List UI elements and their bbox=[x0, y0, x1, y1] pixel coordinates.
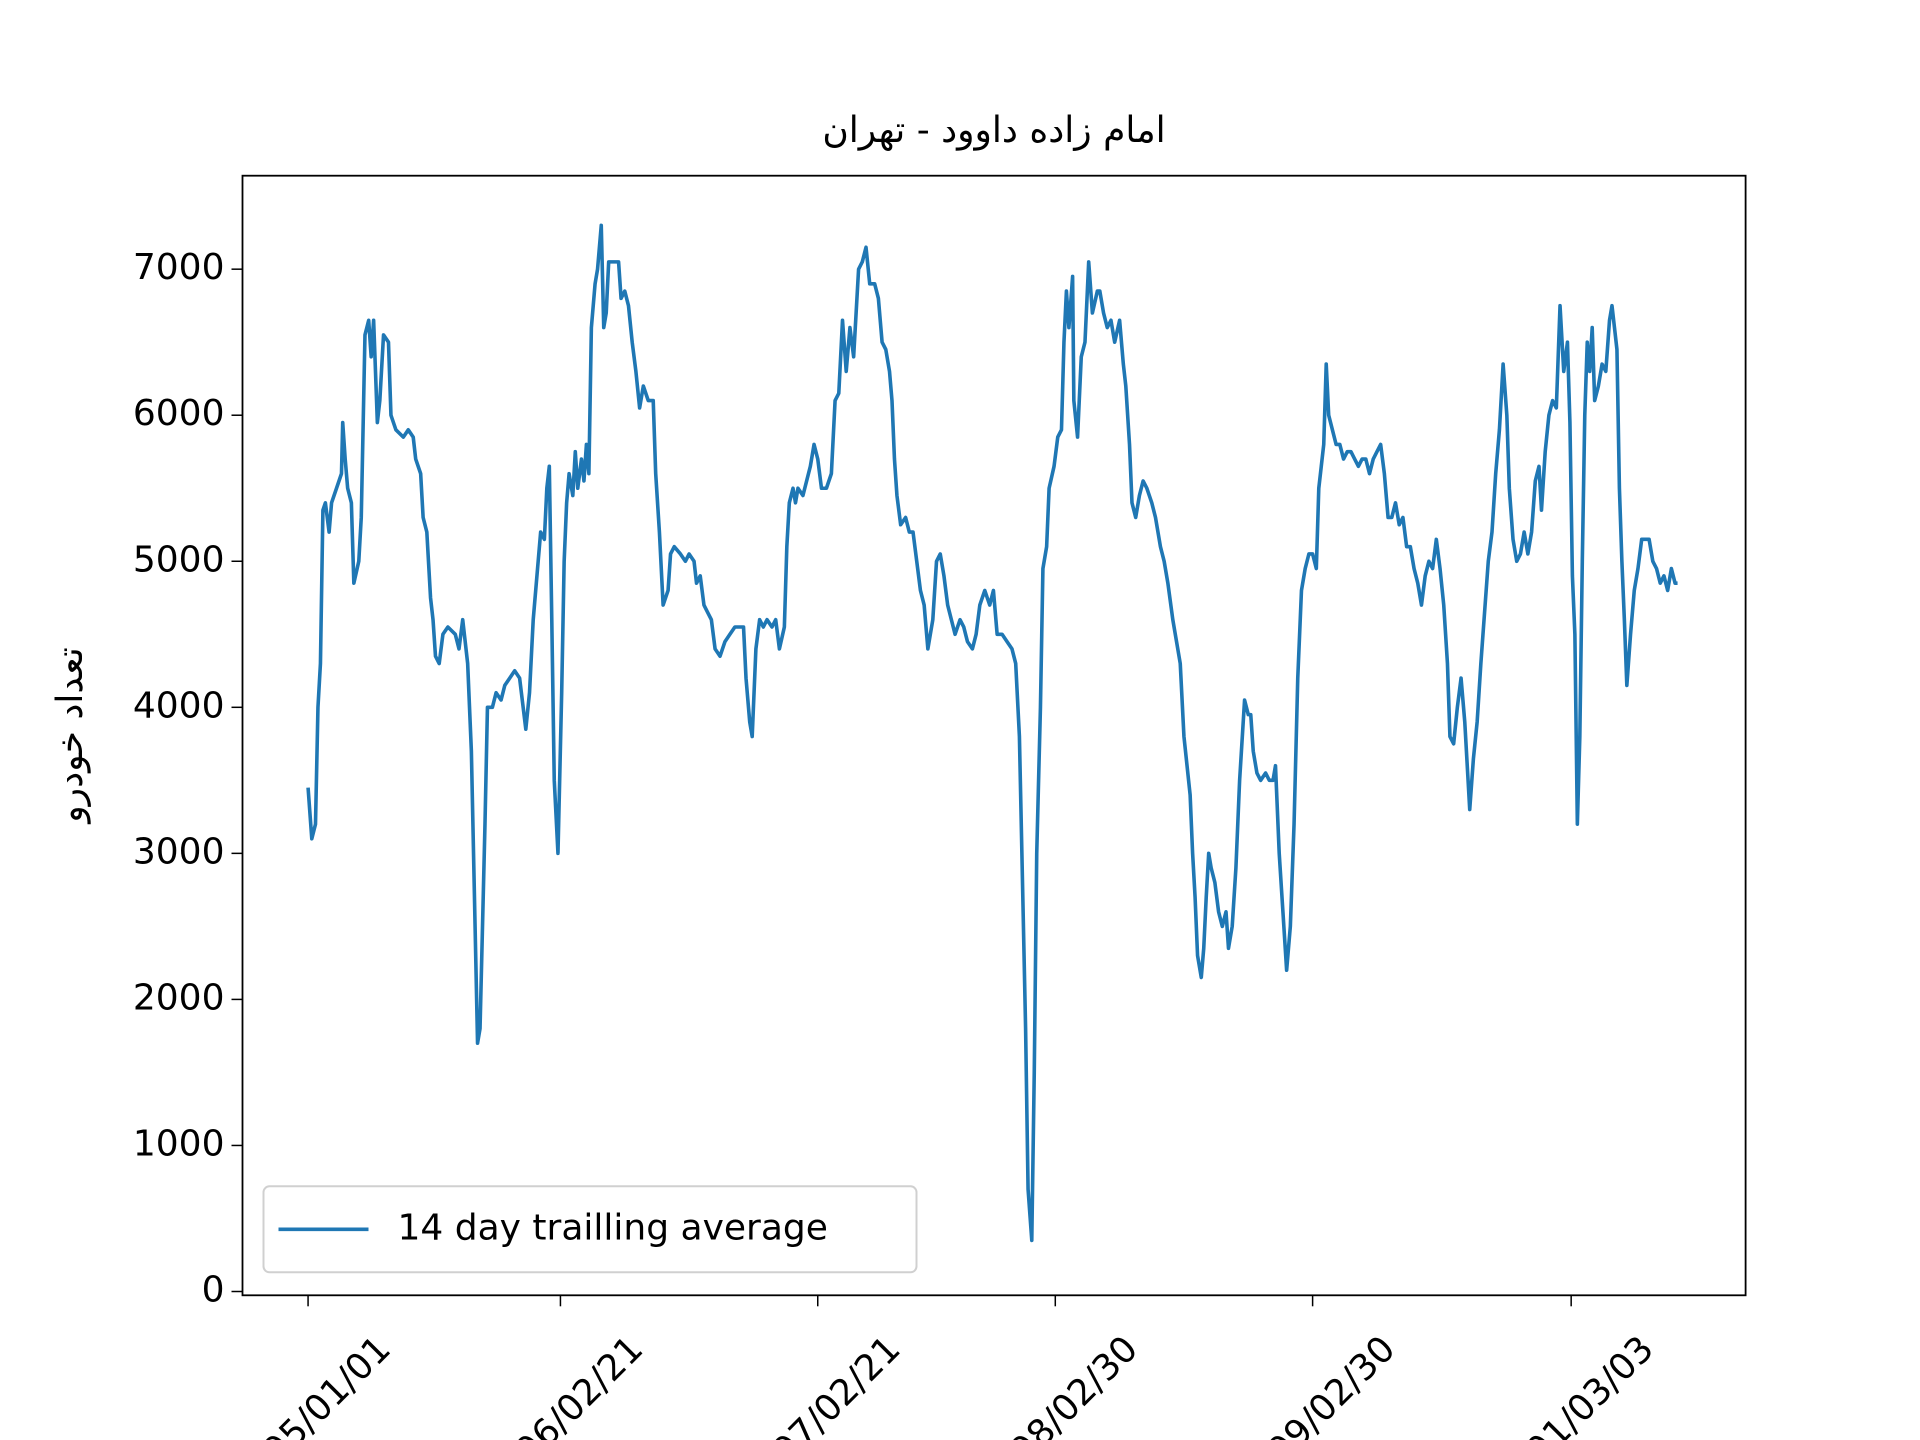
y-axis-label: تعداد خودرو bbox=[50, 647, 91, 824]
y-tick-label: 3000 bbox=[133, 831, 225, 872]
y-tick-label: 6000 bbox=[133, 393, 225, 434]
y-tick-label: 7000 bbox=[133, 247, 225, 288]
chart-title: امام زاده داوود - تهران bbox=[822, 110, 1165, 151]
y-tick-label: 4000 bbox=[133, 685, 225, 726]
legend-box bbox=[262, 1185, 918, 1274]
y-tick-label: 0 bbox=[202, 1270, 225, 1311]
y-tick-label: 2000 bbox=[133, 977, 225, 1018]
y-tick-label: 5000 bbox=[133, 539, 225, 580]
legend: 14 day trailling average bbox=[262, 1185, 918, 1274]
y-tick-label: 1000 bbox=[133, 1123, 225, 1164]
legend-label: 14 day trailling average bbox=[398, 1207, 828, 1248]
data-line bbox=[306, 223, 1678, 1243]
plot-frame bbox=[241, 174, 1747, 1297]
